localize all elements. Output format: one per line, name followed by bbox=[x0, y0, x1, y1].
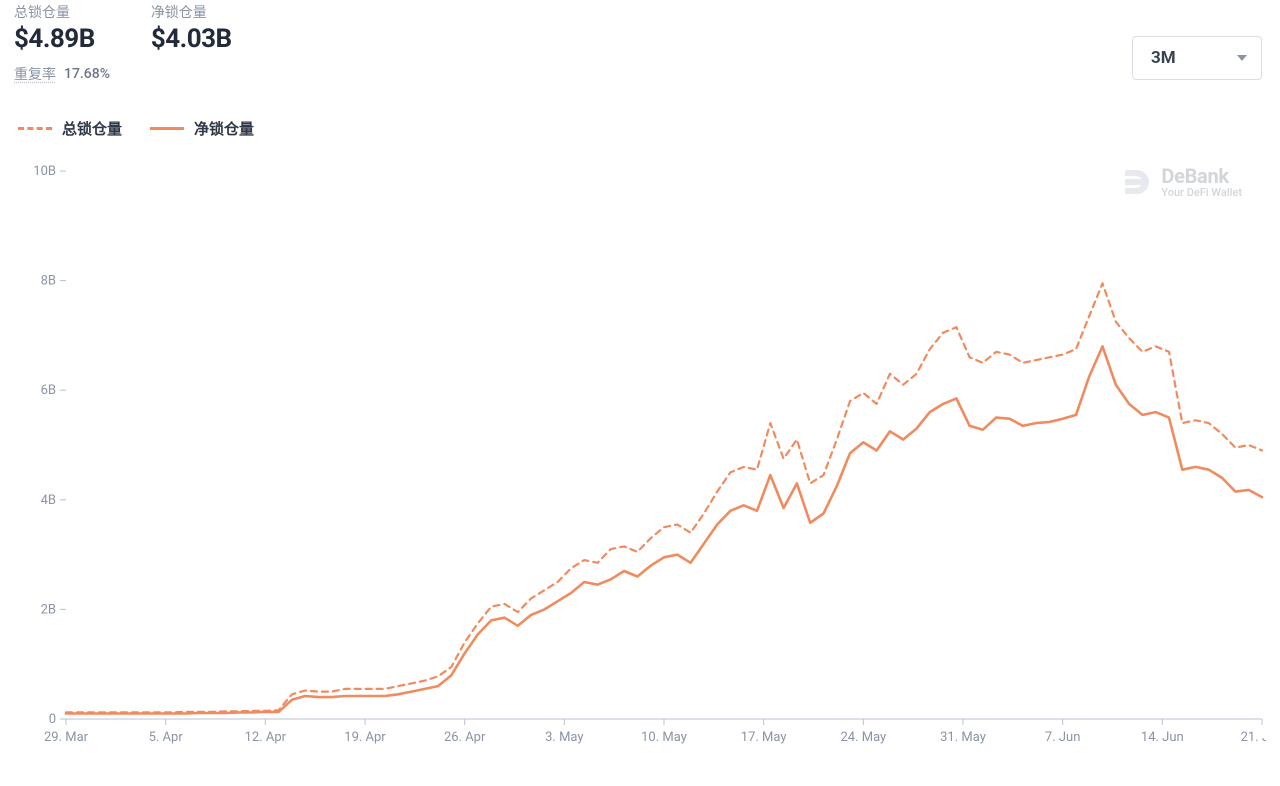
svg-text:24. May: 24. May bbox=[840, 730, 886, 745]
svg-text:12. Apr: 12. Apr bbox=[245, 730, 287, 745]
svg-text:2B: 2B bbox=[41, 602, 56, 617]
tvl-chart: 0 2B 4B 6B 8B 10B 29. Mar 5. Apr 12. Apr 19. Apr 2… bbox=[14, 159, 1266, 755]
svg-text:19. Apr: 19. Apr bbox=[344, 730, 386, 745]
legend-total-swatch bbox=[18, 127, 52, 130]
stat-net-label: 净锁仓量 bbox=[151, 2, 232, 22]
stat-total-label: 总锁仓量 bbox=[14, 2, 95, 22]
svg-text:3. May: 3. May bbox=[545, 730, 583, 745]
legend-net-swatch bbox=[150, 127, 184, 130]
legend-total-label: 总锁仓量 bbox=[62, 118, 122, 139]
svg-text:0: 0 bbox=[49, 712, 56, 727]
svg-text:29. Mar: 29. Mar bbox=[44, 730, 89, 745]
stat-total: 总锁仓量 $4.89B bbox=[14, 2, 95, 54]
recycle-rate: 重复率 17.68% bbox=[14, 64, 1266, 84]
svg-text:10B: 10B bbox=[33, 164, 56, 179]
svg-text:26. Apr: 26. Apr bbox=[444, 730, 486, 745]
svg-text:17. May: 17. May bbox=[741, 730, 787, 745]
svg-text:8B: 8B bbox=[41, 274, 56, 289]
legend-net[interactable]: 净锁仓量 bbox=[150, 118, 254, 139]
chevron-down-icon bbox=[1237, 55, 1247, 61]
stat-net: 净锁仓量 $4.03B bbox=[151, 2, 232, 54]
period-selected: 3M bbox=[1151, 48, 1176, 68]
svg-text:21. Jun: 21. Jun bbox=[1241, 730, 1266, 745]
svg-text:7. Jun: 7. Jun bbox=[1045, 730, 1080, 745]
svg-text:4B: 4B bbox=[41, 493, 56, 508]
svg-text:6B: 6B bbox=[41, 383, 56, 398]
stat-total-value: $4.89B bbox=[14, 24, 95, 54]
recycle-rate-value: 17.68% bbox=[64, 66, 110, 82]
recycle-rate-label: 重复率 bbox=[14, 64, 56, 84]
period-dropdown[interactable]: 3M bbox=[1132, 36, 1262, 80]
chart-container: 0 2B 4B 6B 8B 10B 29. Mar 5. Apr 12. Apr 19. Apr 2… bbox=[14, 159, 1266, 755]
legend-total[interactable]: 总锁仓量 bbox=[18, 118, 122, 139]
svg-text:14. Jun: 14. Jun bbox=[1141, 730, 1184, 745]
chart-legend: 总锁仓量 净锁仓量 bbox=[14, 118, 1266, 139]
stat-net-value: $4.03B bbox=[151, 24, 232, 54]
legend-net-label: 净锁仓量 bbox=[194, 118, 254, 139]
svg-text:31. May: 31. May bbox=[940, 730, 986, 745]
svg-text:10. May: 10. May bbox=[641, 730, 687, 745]
svg-text:5. Apr: 5. Apr bbox=[149, 730, 184, 745]
header-stats: 总锁仓量 $4.89B 净锁仓量 $4.03B 3M bbox=[14, 0, 1266, 54]
